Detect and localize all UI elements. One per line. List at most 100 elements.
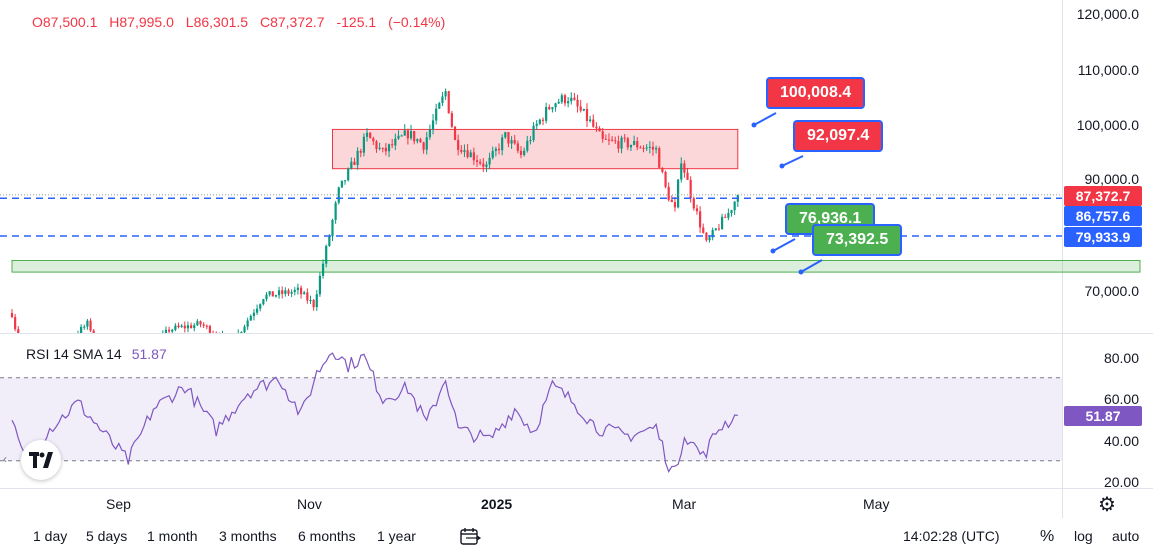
candle-body [80, 326, 83, 333]
range-6-months[interactable]: 6 months [298, 528, 356, 544]
candle-body [422, 142, 425, 150]
candle-body [457, 139, 460, 150]
candle-body [655, 148, 658, 150]
range-1-day[interactable]: 1 day [33, 528, 68, 544]
candle-body [623, 137, 626, 139]
candle-body [406, 130, 409, 139]
candle-body [325, 245, 328, 264]
range-1-year[interactable]: 1 year [377, 528, 416, 544]
candle-body [545, 107, 548, 121]
rsi-legend[interactable]: RSI 14 SMA 14 51.87 [26, 346, 167, 362]
candle-body [400, 135, 403, 137]
price-label-90000: 90,000.0 [1084, 171, 1140, 187]
candle-body [604, 138, 607, 140]
candle-body [334, 202, 337, 220]
candle-body [64, 343, 66, 344]
callout-92097[interactable]: 92,097.4 [793, 120, 884, 152]
candle-body [447, 91, 450, 114]
candle-body [563, 95, 567, 104]
candle-body [177, 325, 180, 328]
candle-body [554, 103, 557, 108]
candle-body [240, 332, 243, 333]
support-zone [11, 259, 1141, 273]
callout-pointer-3 [772, 238, 796, 252]
time-label-nov: Nov [297, 496, 322, 512]
candle-body [92, 330, 95, 333]
candle-body [692, 198, 695, 209]
rsi-current-value: 51.87 [131, 346, 167, 362]
utc-clock[interactable]: 14:02:28 (UTC) [903, 528, 1000, 544]
range-1-month[interactable]: 1 month [147, 528, 198, 544]
candle-body [733, 201, 736, 211]
tradingview-logo-icon[interactable] [21, 440, 61, 480]
candle-body [174, 325, 177, 330]
rsi-label-40: 40.00 [1103, 433, 1139, 449]
candle-body [71, 340, 73, 341]
candle-body [708, 237, 711, 241]
log-toggle[interactable]: log [1074, 528, 1093, 544]
candle-body [318, 275, 322, 295]
candle-body [526, 140, 529, 151]
candle-body [469, 152, 472, 158]
candle-body [328, 236, 331, 246]
candle-body [579, 106, 582, 111]
candle-body [717, 228, 721, 230]
candle-body [99, 335, 101, 346]
change-pct-value: (−0.14%) [388, 14, 446, 30]
candle-body [664, 171, 667, 187]
candle-body [27, 365, 29, 366]
candle-body [287, 290, 290, 294]
change-value: -125.1 [336, 14, 377, 30]
candle-body [268, 291, 271, 295]
calendar-range-icon[interactable] [458, 526, 482, 548]
candle-body [199, 321, 202, 325]
callout-100008[interactable]: 100,008.4 [766, 77, 866, 109]
percent-toggle[interactable]: % [1040, 528, 1055, 545]
candle-body [601, 131, 604, 139]
candle-body [639, 147, 642, 149]
callout-pointer-1 [753, 112, 777, 126]
candle-body [501, 137, 504, 151]
hline-tag-upper: 86,757.6 [1064, 206, 1142, 226]
candle-body [620, 137, 623, 149]
candle-body [582, 108, 585, 111]
candle-body [532, 125, 535, 141]
candle-body [299, 287, 303, 295]
candle-body [331, 219, 334, 237]
rsi-name: RSI 14 SMA 14 [26, 346, 122, 362]
candle-body [225, 335, 227, 337]
scroll-left-icon[interactable]: ‹ [3, 452, 7, 466]
last-price-tag: 87,372.7 [1064, 186, 1142, 206]
candle-body [592, 119, 595, 127]
candle-body [397, 135, 400, 139]
rsi-label-80: 80.00 [1103, 350, 1139, 366]
candle-body [453, 126, 457, 140]
auto-toggle[interactable]: auto [1112, 528, 1140, 544]
range-5-days[interactable]: 5 days [86, 528, 128, 544]
candle-body [645, 147, 648, 149]
candle-body [711, 229, 714, 238]
candle-body [485, 164, 488, 167]
candle-body [403, 130, 406, 136]
candle-body [255, 308, 259, 313]
candle-body [720, 216, 724, 230]
candle-body [677, 179, 680, 208]
resistance-zone [331, 128, 739, 170]
candle-body [77, 334, 79, 336]
callout-pointer-1-dot [751, 122, 757, 128]
candle-body [557, 101, 560, 104]
callout-pointer-2 [781, 155, 804, 167]
candle-body [228, 336, 230, 341]
candle-body [375, 141, 378, 149]
rsi-label-20: 20.00 [1103, 474, 1139, 490]
candle-body [218, 336, 220, 339]
gear-icon[interactable]: ⚙ [1098, 494, 1116, 516]
range-3-months[interactable]: 3 months [219, 528, 277, 544]
candle-body [284, 290, 287, 294]
candle-body [309, 299, 312, 301]
candle-body [504, 132, 507, 138]
candle-body [231, 341, 233, 347]
candle-body [695, 208, 699, 212]
callout-73392[interactable]: 73,392.5 [812, 224, 903, 256]
